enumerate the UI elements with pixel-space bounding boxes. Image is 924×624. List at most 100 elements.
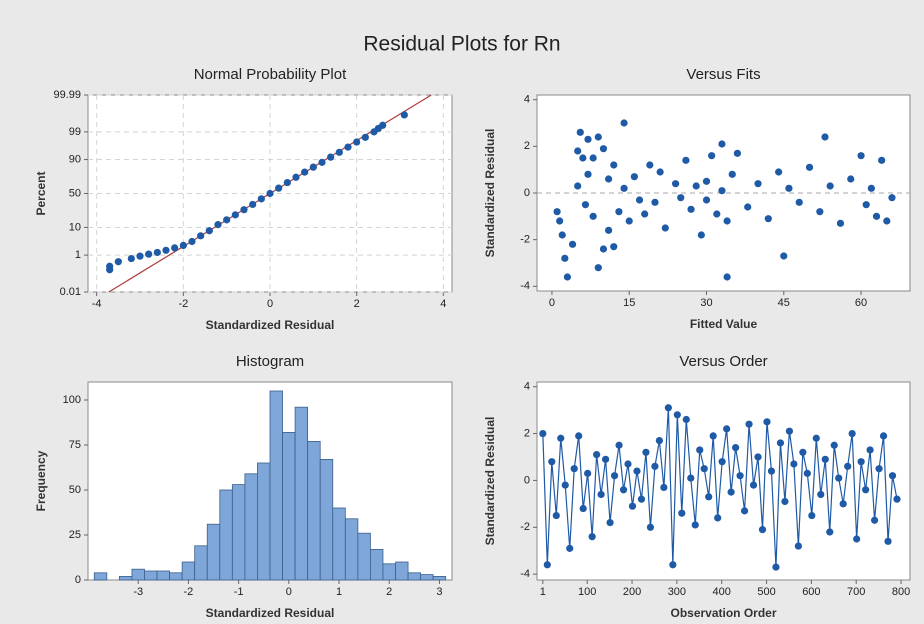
bar [93,572,108,581]
y-axis-label: Frequency [34,450,48,511]
point [758,526,767,534]
x-axis-label: Standardized Residual [206,606,335,620]
point [579,504,587,513]
point [145,250,153,258]
point [700,465,708,473]
x-tick-label: -2 [184,586,194,598]
point [188,237,196,246]
point [687,205,695,213]
y-tick-label: 99 [69,126,81,138]
point [266,189,274,198]
point [558,231,566,239]
point [736,472,744,480]
bar [194,545,208,581]
point [888,472,897,480]
point [749,481,758,489]
point [853,535,861,543]
point [610,161,618,169]
x-tick-label: 0 [267,298,273,310]
point [594,264,602,272]
bar [206,523,221,581]
bar [231,484,246,581]
point [781,497,789,506]
x-tick-label: 3 [436,586,442,598]
point [872,212,881,220]
x-tick-label: 1 [540,586,546,598]
point [780,252,788,260]
y-tick-label: -4 [520,568,530,580]
point [727,488,735,496]
point [705,493,713,501]
point [231,211,239,219]
y-tick-label: -2 [520,234,530,246]
bar [144,570,158,581]
point [309,163,317,171]
x-tick-label: 200 [623,586,641,598]
bar [181,561,196,581]
point [292,173,300,181]
point [635,196,644,204]
bar [156,570,170,581]
point [862,201,870,209]
y-tick-label: 0 [75,574,81,586]
x-tick-label: -2 [178,298,188,310]
point [732,444,740,452]
point [114,258,122,266]
point [677,194,685,202]
point [847,175,855,183]
chart-title: Residual Plots for Rn [363,33,560,56]
point [153,248,161,257]
point [836,219,845,227]
point [728,170,736,178]
point [776,439,785,447]
y-tick-label: 0.01 [60,286,81,298]
point [605,175,613,183]
point [830,441,838,449]
point [888,194,896,202]
point [866,446,874,454]
x-tick-label: -1 [234,586,244,598]
point [574,147,582,155]
panel-title: Versus Order [679,353,767,370]
point [799,448,807,456]
bar [131,568,145,581]
point [671,180,680,188]
point [641,210,649,218]
point [275,184,283,192]
y-tick-label: 0 [524,474,530,486]
bar [169,572,183,581]
point [570,465,578,473]
point [615,441,623,449]
x-tick-label: 15 [623,297,635,309]
panel-title: Versus Fits [686,66,760,83]
point [625,217,633,225]
x-tick-label: 2 [386,586,392,598]
y-tick-label: 2 [524,427,530,439]
x-tick-label: 800 [892,586,910,598]
point [702,177,711,185]
bar [307,440,321,581]
bar [257,462,271,581]
bar [357,532,371,581]
point [283,178,291,187]
point [682,156,690,164]
point [344,143,352,151]
point [692,182,700,190]
point [556,217,564,225]
x-tick-label: 45 [778,297,790,309]
point [808,511,816,520]
y-tick-label: 75 [69,439,81,451]
point [733,149,742,157]
point [745,420,753,428]
point [790,460,798,468]
bar [219,489,233,581]
point [162,246,170,254]
point [619,486,628,494]
point [301,168,309,176]
y-tick-label: -2 [520,521,530,533]
point [656,168,664,176]
point [754,180,762,188]
bar [294,406,309,581]
point [702,196,711,204]
point [867,184,875,192]
